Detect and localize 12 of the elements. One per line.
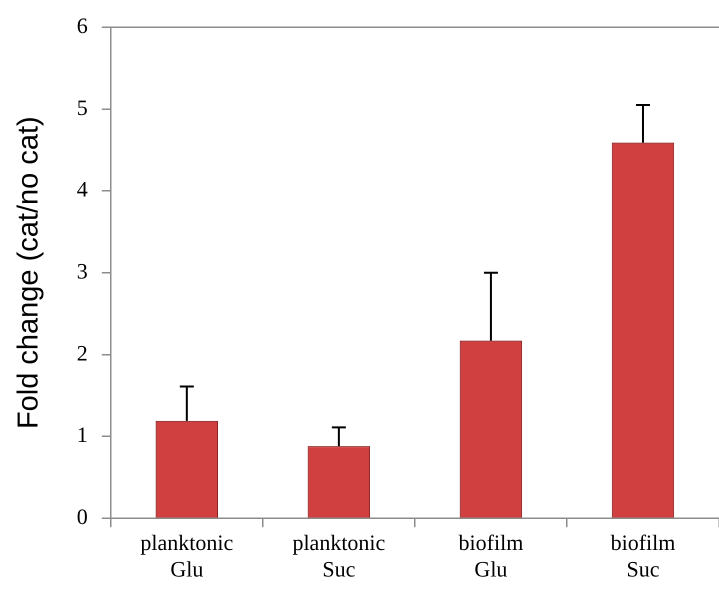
x-tick-label: biofilm Glu: [458, 530, 524, 582]
y-tick-label: 0: [76, 504, 88, 529]
x-tick-label: planktonic Glu: [140, 530, 234, 582]
y-tick-label: 4: [76, 176, 88, 202]
y-tick-label: 6: [76, 12, 88, 38]
y-tick-label: 2: [76, 340, 88, 366]
y-axis-title: Fold change (cat/no cat): [12, 116, 44, 430]
x-tick-label: planktonic Suc: [292, 530, 386, 582]
y-tick-label: 3: [76, 258, 88, 284]
x-tick-label: biofilm Suc: [610, 530, 676, 582]
y-tick-label: 1: [76, 422, 88, 448]
y-tick-label: 5: [76, 94, 88, 120]
